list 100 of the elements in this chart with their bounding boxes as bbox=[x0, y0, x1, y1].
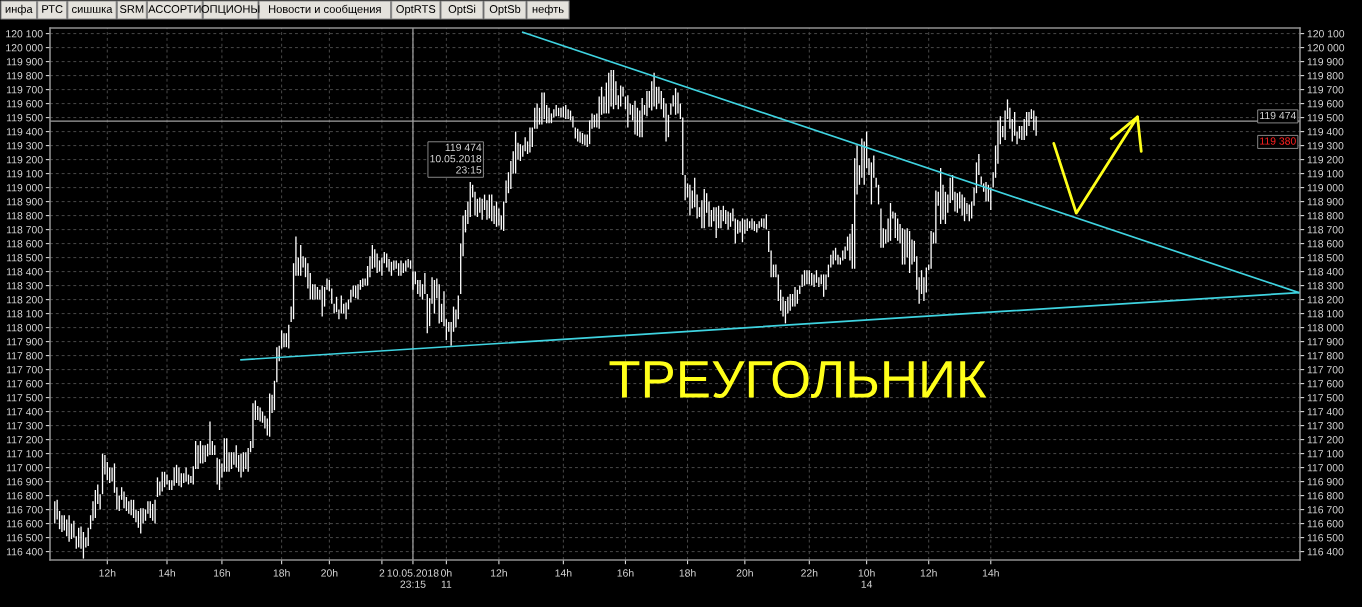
y-tick-label: 117 000 bbox=[6, 464, 43, 472]
y2-tick-label: 119 700 bbox=[1307, 86, 1344, 94]
y2-tick-label: 118 700 bbox=[1307, 226, 1344, 234]
y-tick-label: 117 400 bbox=[6, 408, 43, 416]
text: OptRTS bbox=[396, 5, 436, 16]
y-tick-label: 117 700 bbox=[6, 366, 43, 374]
y-tick-label: 119 800 bbox=[6, 72, 43, 80]
x-tick-label: 14h bbox=[982, 569, 999, 577]
y-tick-label: 119 500 bbox=[6, 114, 43, 122]
text: OptSb bbox=[489, 4, 521, 16]
y-tick-label: 117 200 bbox=[6, 436, 43, 444]
y2-tick-label: 119 800 bbox=[1307, 72, 1344, 80]
y2-tick-label: 119 900 bbox=[1307, 58, 1344, 66]
y2-tick-label: 118 000 bbox=[1307, 324, 1344, 332]
y-tick-label: 116 900 bbox=[6, 478, 43, 486]
y2-tick-label: 116 700 bbox=[1307, 506, 1344, 514]
y2-tick-label: 119 300 bbox=[1307, 142, 1344, 150]
y2-tick-label: 118 900 bbox=[1307, 198, 1344, 206]
y-tick-label: 118 000 bbox=[6, 324, 43, 332]
y2-tick-label: 117 100 bbox=[1307, 450, 1344, 458]
x-tick-label: 12h bbox=[920, 569, 937, 577]
text: SRM bbox=[119, 5, 144, 13]
y-tick-label: 117 600 bbox=[6, 380, 43, 388]
text: инфа bbox=[5, 4, 33, 16]
y2-tick-label: 118 100 bbox=[1307, 310, 1344, 318]
y-tick-label: 118 900 bbox=[6, 198, 43, 206]
y-tick-label: 116 400 bbox=[6, 548, 43, 556]
y2-tick-label: 119 600 bbox=[1307, 100, 1344, 108]
y-tick-label: 116 600 bbox=[6, 520, 43, 528]
y2-tick-label: 119 400 bbox=[1307, 128, 1344, 136]
y-tick-label: 116 700 bbox=[6, 506, 43, 514]
y2-tick-label: 118 300 bbox=[1307, 282, 1344, 290]
y-tick-label: 119 700 bbox=[6, 86, 43, 94]
y-tick-label: 119 600 bbox=[6, 100, 43, 108]
x-tick-label: 16h bbox=[617, 569, 634, 577]
y2-tick-label: 116 800 bbox=[1307, 492, 1344, 500]
text: сишшка bbox=[72, 6, 113, 13]
y2-tick-label: 119 100 bbox=[1307, 170, 1344, 178]
y2-tick-label: 120 100 bbox=[1307, 30, 1345, 38]
y2-tick-label: 116 400 bbox=[1307, 548, 1344, 556]
y-tick-label: 119 400 bbox=[6, 128, 43, 136]
y-tick-label: 118 400 bbox=[6, 268, 43, 276]
y2-tick-label: 119 000 bbox=[1307, 184, 1344, 192]
y2-tick-label: 117 400 bbox=[1307, 408, 1344, 416]
x-tick-label: 14h bbox=[555, 569, 572, 577]
y-tick-label: 119 200 bbox=[6, 156, 43, 164]
annotation: 119 380 bbox=[1260, 137, 1296, 145]
y-tick-label: 119 900 bbox=[6, 58, 43, 66]
y-tick-label: 116 800 bbox=[6, 492, 43, 500]
y-tick-label: 117 500 bbox=[6, 394, 43, 402]
annotation: 119 474 10.05.2018 23:15 bbox=[430, 143, 482, 174]
x-tick-label: 10.05.2018 23:15 bbox=[387, 569, 439, 588]
y-tick-label: 118 700 bbox=[6, 226, 43, 234]
annotation: ТРЕУГОЛЬНИК bbox=[609, 360, 987, 399]
x-tick-label: 12h bbox=[491, 569, 507, 577]
y-tick-label: 119 100 bbox=[6, 170, 43, 178]
y-tick-label: 120 100 bbox=[6, 30, 43, 38]
y2-tick-label: 117 300 bbox=[1307, 422, 1344, 430]
text: нефть bbox=[532, 4, 564, 16]
x-tick-label: 18h bbox=[679, 569, 696, 577]
text: ОПЦИОНЫ bbox=[201, 5, 260, 16]
x-tick-label: 12h bbox=[99, 569, 116, 577]
x-tick-label: 20h bbox=[321, 569, 338, 577]
x-tick-label: 18h bbox=[273, 569, 290, 577]
y-tick-label: 118 100 bbox=[6, 310, 43, 318]
y-tick-label: 118 500 bbox=[6, 254, 43, 262]
y-tick-label: 118 800 bbox=[6, 212, 43, 220]
y-tick-label: 118 600 bbox=[6, 240, 43, 248]
y2-tick-label: 117 200 bbox=[1307, 436, 1344, 444]
y-tick-label: 119 000 bbox=[6, 184, 43, 192]
text: АССОРТИ bbox=[148, 5, 201, 13]
y2-tick-label: 118 500 bbox=[1307, 254, 1344, 262]
y-tick-label: 120 000 bbox=[6, 44, 43, 52]
y2-tick-label: 117 800 bbox=[1307, 352, 1344, 360]
y2-tick-label: 118 200 bbox=[1307, 296, 1344, 304]
y2-tick-label: 116 600 bbox=[1307, 520, 1344, 528]
x-tick-label: 16h bbox=[214, 569, 230, 577]
y-tick-label: 117 900 bbox=[6, 338, 43, 346]
y2-tick-label: 117 700 bbox=[1307, 366, 1344, 374]
x-tick-label: 0h 11 bbox=[440, 569, 452, 588]
x-tick-label: 2 bbox=[379, 569, 385, 577]
y-tick-label: 117 100 bbox=[6, 450, 43, 458]
x-tick-label: 22h bbox=[801, 569, 818, 577]
text: OptSi bbox=[448, 4, 476, 16]
y2-tick-label: 117 500 bbox=[1307, 394, 1344, 402]
text: Новости и сообщения bbox=[269, 4, 381, 16]
y2-tick-label: 116 500 bbox=[1307, 534, 1344, 542]
y2-tick-label: 118 800 bbox=[1307, 212, 1344, 220]
y2-tick-label: 117 000 bbox=[1307, 464, 1344, 472]
y-tick-label: 116 500 bbox=[6, 534, 43, 542]
y2-tick-label: 119 200 bbox=[1307, 156, 1344, 164]
y-tick-label: 118 300 bbox=[6, 282, 43, 290]
y-tick-label: 117 800 bbox=[6, 352, 43, 360]
y2-tick-label: 120 000 bbox=[1307, 44, 1345, 52]
x-tick-label: 20h bbox=[736, 569, 753, 577]
y-tick-label: 118 200 bbox=[6, 296, 43, 304]
y-tick-label: 119 300 bbox=[6, 142, 43, 150]
y2-tick-label: 117 900 bbox=[1307, 338, 1344, 346]
x-tick-label: 10h 14 bbox=[858, 569, 875, 588]
y2-tick-label: 116 900 bbox=[1307, 478, 1344, 486]
